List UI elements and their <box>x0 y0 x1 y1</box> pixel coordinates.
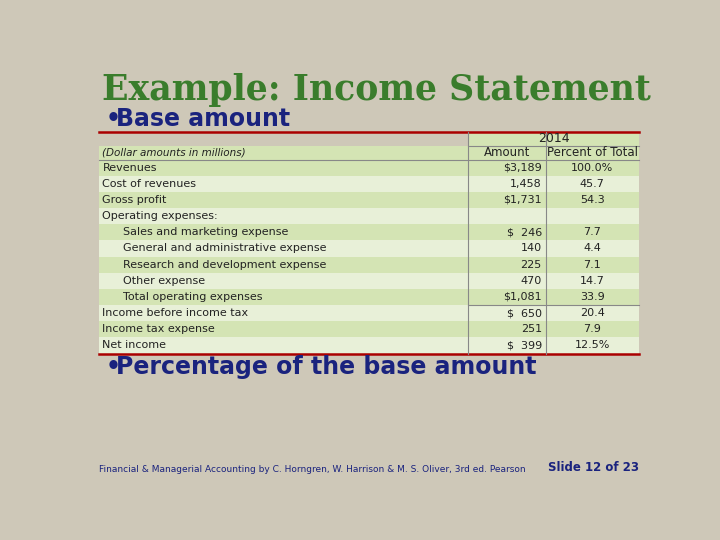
Bar <box>99 321 639 338</box>
Bar <box>99 305 639 321</box>
Text: Net income: Net income <box>102 340 166 350</box>
Text: 7.9: 7.9 <box>583 325 601 334</box>
Text: (Dollar amounts in millions): (Dollar amounts in millions) <box>102 147 246 158</box>
Text: General and administrative expense: General and administrative expense <box>122 244 326 253</box>
Text: 33.9: 33.9 <box>580 292 605 302</box>
Text: 1,458: 1,458 <box>510 179 542 189</box>
Text: $  650: $ 650 <box>507 308 542 318</box>
Text: Revenues: Revenues <box>102 163 157 173</box>
Text: 251: 251 <box>521 325 542 334</box>
Text: $3,189: $3,189 <box>503 163 542 173</box>
Text: $  246: $ 246 <box>507 227 542 237</box>
Text: $1,081: $1,081 <box>503 292 542 302</box>
Bar <box>99 224 639 240</box>
Text: Total operating expenses: Total operating expenses <box>122 292 262 302</box>
Text: Cost of revenues: Cost of revenues <box>102 179 197 189</box>
Text: $1,731: $1,731 <box>503 195 542 205</box>
Text: 7.7: 7.7 <box>583 227 601 237</box>
Bar <box>99 273 639 289</box>
Bar <box>99 240 639 256</box>
Text: 45.7: 45.7 <box>580 179 605 189</box>
Text: 2014: 2014 <box>538 132 570 145</box>
Bar <box>99 256 639 273</box>
Text: Example: Income Statement: Example: Income Statement <box>102 73 651 107</box>
Text: •: • <box>106 355 120 380</box>
Text: 14.7: 14.7 <box>580 276 605 286</box>
Text: 470: 470 <box>521 276 542 286</box>
Bar <box>99 176 639 192</box>
Bar <box>99 208 639 224</box>
Text: Income before income tax: Income before income tax <box>102 308 248 318</box>
Bar <box>99 146 639 159</box>
Text: 12.5%: 12.5% <box>575 340 610 350</box>
Text: Research and development expense: Research and development expense <box>122 260 326 269</box>
Bar <box>99 159 639 176</box>
Text: 54.3: 54.3 <box>580 195 605 205</box>
Text: 225: 225 <box>521 260 542 269</box>
Bar <box>99 338 639 354</box>
Text: 20.4: 20.4 <box>580 308 605 318</box>
Text: Percentage of the base amount: Percentage of the base amount <box>117 355 537 380</box>
Text: Financial & Managerial Accounting by C. Horngren, W. Harrison & M. S. Oliver, 3r: Financial & Managerial Accounting by C. … <box>99 465 526 475</box>
Bar <box>99 289 639 305</box>
Text: Income tax expense: Income tax expense <box>102 325 215 334</box>
Text: •: • <box>106 107 120 131</box>
Text: Amount: Amount <box>484 146 530 159</box>
Text: 4.4: 4.4 <box>583 244 601 253</box>
Text: Percent of Total: Percent of Total <box>546 146 638 159</box>
Text: 7.1: 7.1 <box>583 260 601 269</box>
Text: Base amount: Base amount <box>117 107 290 131</box>
Bar <box>468 132 639 146</box>
Text: $  399: $ 399 <box>507 340 542 350</box>
Text: Other expense: Other expense <box>122 276 204 286</box>
Text: Slide 12 of 23: Slide 12 of 23 <box>548 462 639 475</box>
Text: Sales and marketing expense: Sales and marketing expense <box>122 227 288 237</box>
Text: 100.0%: 100.0% <box>571 163 613 173</box>
Text: Gross profit: Gross profit <box>102 195 167 205</box>
Text: 140: 140 <box>521 244 542 253</box>
Text: Operating expenses:: Operating expenses: <box>102 211 218 221</box>
Bar <box>99 192 639 208</box>
